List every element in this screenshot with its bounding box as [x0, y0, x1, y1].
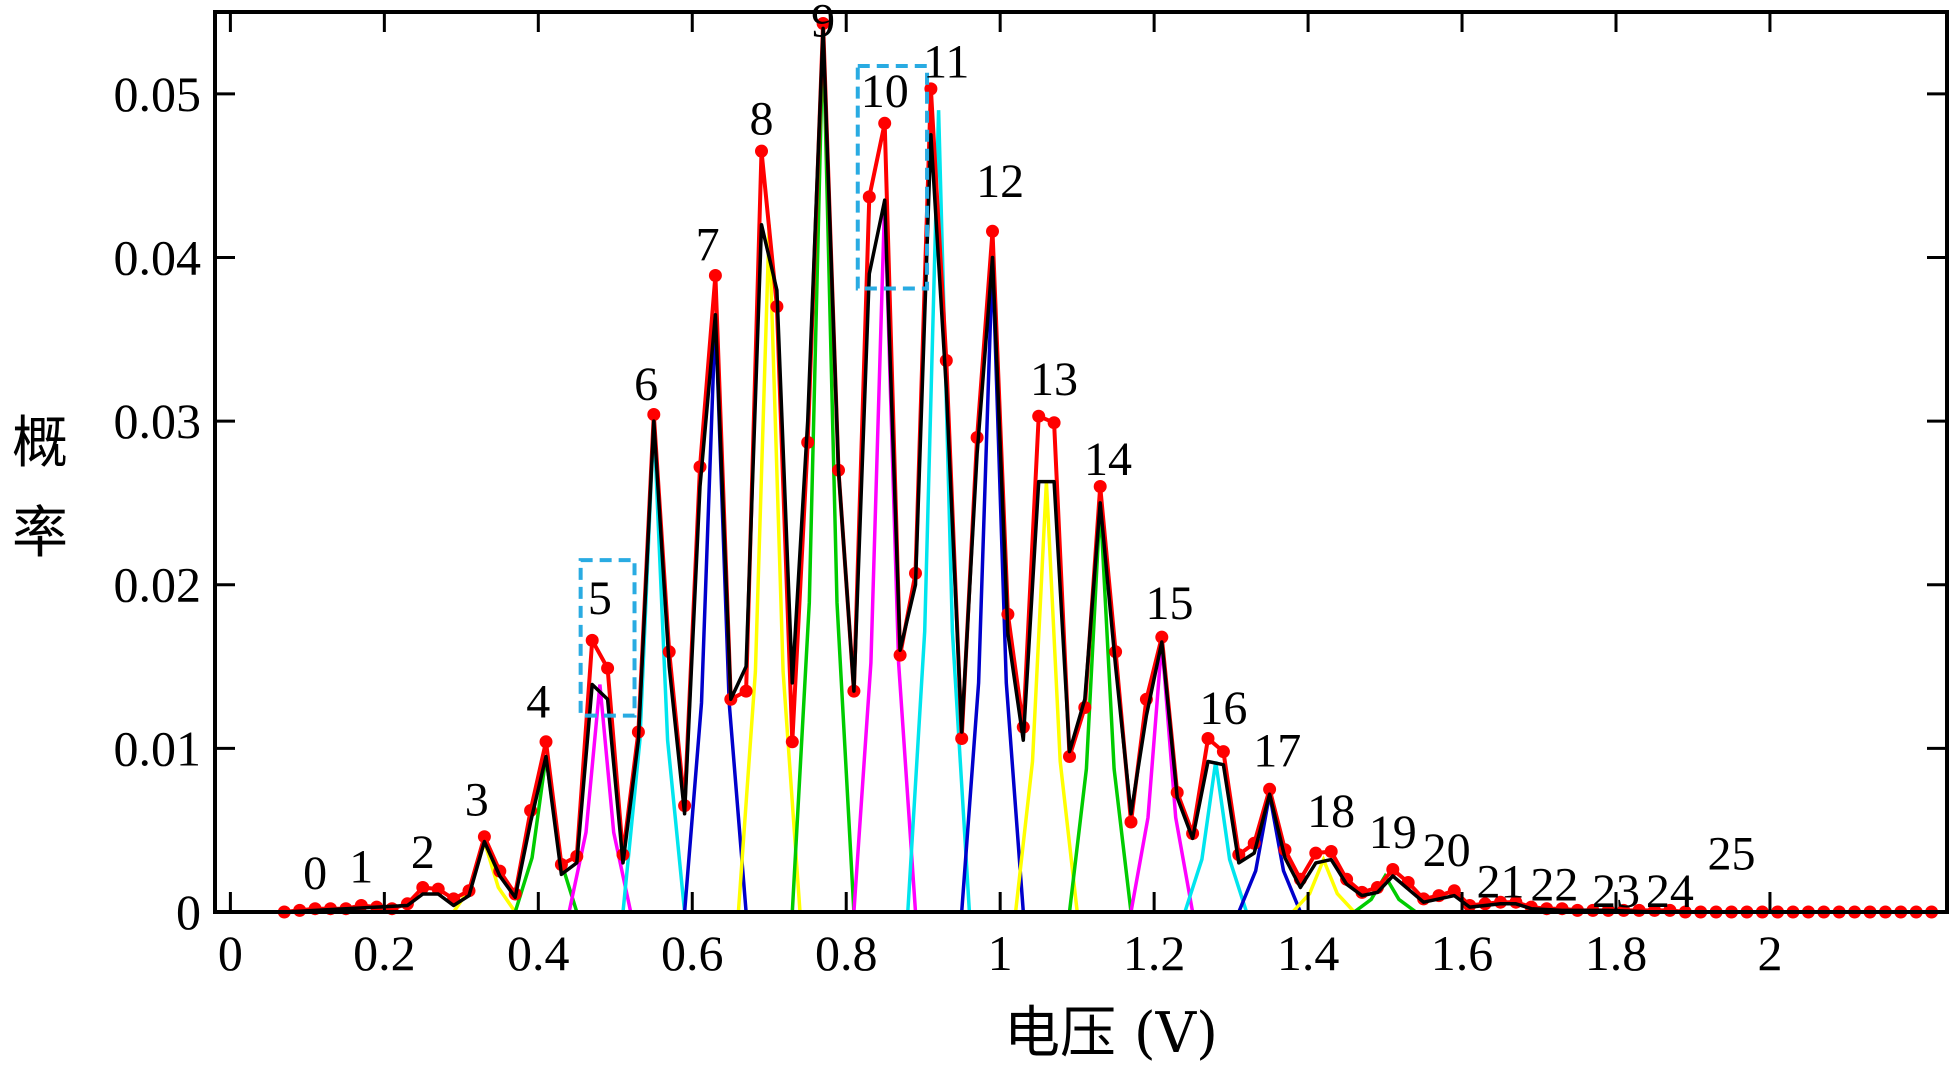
- plot-frame: [213, 10, 1949, 914]
- y-tick-label: 0.01: [114, 720, 202, 776]
- peak-label: 3: [465, 773, 489, 826]
- y-tick-label: 0.05: [114, 66, 202, 122]
- y-axis-title: 概率: [12, 411, 68, 566]
- red-marker: [878, 116, 892, 130]
- peak-label: 1: [349, 841, 373, 894]
- red-marker: [1201, 732, 1215, 745]
- x-tick-label: 1.6: [1431, 925, 1494, 981]
- red-marker: [601, 661, 615, 675]
- red-marker: [1032, 409, 1046, 423]
- axes: 0 0.2 0.4 0.6 0.8 1 1.2 1.4 1.6 1.8 200.010.020.03…: [114, 10, 1949, 981]
- component-curve: [852, 200, 918, 913]
- red-marker: [755, 144, 768, 158]
- peak-label: 21: [1477, 855, 1525, 908]
- x-tick-label: 0.4: [507, 925, 570, 981]
- y-tick-label: 0: [176, 884, 201, 940]
- peak-label: 0: [303, 847, 327, 900]
- black-fit-line: [284, 26, 1932, 914]
- peak-label: 16: [1199, 682, 1247, 735]
- peak-label: 20: [1423, 824, 1471, 877]
- peak-label: 14: [1084, 433, 1132, 486]
- red-marker: [1386, 863, 1400, 876]
- component-curve: [567, 684, 633, 913]
- component-curve: [621, 421, 687, 913]
- peak-label: 23: [1592, 865, 1640, 918]
- peak-label: 22: [1530, 859, 1578, 912]
- x-tick-label: 1.2: [1123, 925, 1186, 981]
- x-tick-label: 0.8: [815, 925, 878, 981]
- red-marker: [1309, 846, 1323, 860]
- peak-label: 5: [588, 572, 612, 625]
- peak-label: 18: [1307, 785, 1355, 838]
- red-marker: [785, 735, 799, 749]
- red-marker: [1093, 480, 1107, 493]
- red-marker: [585, 633, 599, 647]
- x-axis-title: 电压 (V): [1004, 1001, 1218, 1066]
- y-tick-label: 0.02: [114, 557, 202, 613]
- peak-label: 10: [861, 65, 909, 118]
- x-tick-label: 1: [988, 925, 1013, 981]
- y-tick-label: 0.03: [114, 393, 202, 449]
- red-marker: [416, 881, 430, 894]
- x-tick-label: 1.8: [1585, 925, 1648, 981]
- peak-label: 7: [696, 219, 720, 272]
- peak-label: 2: [411, 826, 435, 879]
- component-curve: [1237, 793, 1303, 913]
- component-curve: [1129, 641, 1195, 913]
- peak-label: 8: [750, 93, 774, 146]
- red-marker: [539, 735, 553, 749]
- red-marker: [739, 684, 753, 698]
- peak-label: 25: [1707, 827, 1755, 880]
- highlight-box-5: [578, 558, 637, 718]
- peak-label: 11: [923, 35, 969, 88]
- peak-label: 17: [1253, 724, 1301, 777]
- black-fit-series: [284, 26, 1932, 914]
- red-marker: [816, 17, 830, 30]
- peak-label: 15: [1146, 577, 1194, 630]
- red-marker: [893, 648, 907, 662]
- component-curve: [906, 110, 972, 913]
- peak-label: 13: [1030, 353, 1078, 406]
- peak-label: 19: [1369, 806, 1417, 859]
- peak-label: 12: [976, 155, 1024, 208]
- red-marker: [1216, 745, 1230, 759]
- x-tick-label: 0.6: [661, 925, 724, 981]
- y-axis-title-char: 概: [12, 411, 68, 476]
- x-tick-label: 0.2: [353, 925, 416, 981]
- highlight-boxes: [578, 64, 930, 718]
- x-tick-label: 1.4: [1277, 925, 1340, 981]
- y-tick-label: 0.04: [114, 229, 202, 285]
- red-marker: [708, 269, 722, 282]
- red-marker: [1263, 782, 1277, 796]
- red-marker: [955, 732, 969, 745]
- x-tick-label: 2: [1757, 925, 1782, 981]
- red-marker: [1047, 416, 1061, 430]
- red-marker: [1155, 630, 1169, 644]
- red-marker: [862, 190, 876, 204]
- peak-label: 6: [634, 358, 658, 411]
- red-marker: [647, 408, 661, 421]
- red-marker: [1063, 750, 1076, 763]
- peak-label: 4: [526, 675, 550, 728]
- x-tick-label: 0: [218, 925, 243, 981]
- red-marker: [1447, 884, 1461, 898]
- red-marker: [986, 224, 999, 238]
- peak-label: 9: [811, 0, 835, 48]
- red-marker: [477, 830, 491, 844]
- peak-label: 24: [1646, 865, 1694, 918]
- highlight-box-10: [855, 64, 930, 291]
- red-marker: [1124, 815, 1138, 829]
- y-axis-title-char: 率: [12, 501, 68, 566]
- red-marker: [1324, 845, 1338, 858]
